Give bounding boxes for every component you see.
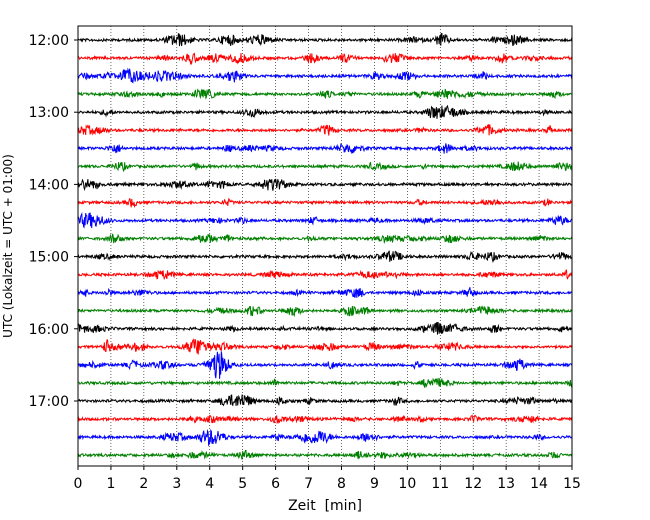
x-axis-title: Zeit [min] <box>288 498 362 514</box>
trace-1215 <box>77 52 573 66</box>
trace-1300 <box>77 104 573 119</box>
trace-1530 <box>77 287 573 298</box>
trace-1200 <box>77 33 573 47</box>
y-tick-label: 15:00 <box>29 250 69 266</box>
x-tick-label: 6 <box>271 476 280 492</box>
trace-1500 <box>77 250 573 263</box>
x-tick-label: 2 <box>139 476 148 492</box>
trace-1745 <box>77 449 573 460</box>
trace-1230 <box>77 67 573 84</box>
x-tick-label: 3 <box>172 476 181 492</box>
y-tick-label: 16:00 <box>29 322 69 338</box>
x-tick-label: 12 <box>464 476 482 492</box>
x-tick-label: 1 <box>106 476 115 492</box>
x-tick-label: 0 <box>74 476 83 492</box>
trace-lines <box>77 33 573 460</box>
x-tick-label: 8 <box>337 476 346 492</box>
x-axis: 0 1 2 3 4 5 6 7 8 9 10 11 12 13 14 15 <box>74 466 581 492</box>
x-tick-label: 10 <box>398 476 416 492</box>
y-tick-label: 17:00 <box>29 394 69 410</box>
trace-1415 <box>77 197 573 209</box>
plot-frame <box>77 25 573 467</box>
y-tick-label: 12:00 <box>29 33 69 49</box>
trace-1545 <box>77 305 573 318</box>
trace-1345 <box>78 161 573 173</box>
x-tick-label: 9 <box>370 476 379 492</box>
x-tick-label: 13 <box>497 476 515 492</box>
trace-1330 <box>77 143 573 154</box>
trace-1445 <box>77 233 573 245</box>
x-tick-label: 7 <box>304 476 313 492</box>
trace-1645 <box>77 377 573 389</box>
x-tick-label: 11 <box>431 476 449 492</box>
y-axis-title: UTC (Lokalzeit = UTC + 01:00) <box>1 154 15 338</box>
trace-1615 <box>77 338 573 355</box>
y-tick-label: 13:00 <box>29 105 69 121</box>
trace-1430 <box>77 212 573 229</box>
trace-1315 <box>77 123 573 136</box>
trace-1600 <box>77 321 572 335</box>
x-tick-label: 15 <box>563 476 581 492</box>
grid-lines <box>110 26 540 466</box>
trace-1700 <box>77 394 573 407</box>
trace-1400 <box>77 178 573 192</box>
y-axis: 12:00 13:00 14:00 15:00 16:00 17:00 <box>29 33 78 410</box>
trace-1245 <box>77 88 573 100</box>
trace-1515 <box>77 269 572 281</box>
x-tick-label: 4 <box>205 476 214 492</box>
x-tick-label: 5 <box>238 476 247 492</box>
x-tick-label: 14 <box>530 476 548 492</box>
trace-1630 <box>77 351 573 379</box>
y-tick-label: 14:00 <box>29 177 69 193</box>
trace-1715 <box>77 414 573 425</box>
trace-1730 <box>77 428 573 447</box>
